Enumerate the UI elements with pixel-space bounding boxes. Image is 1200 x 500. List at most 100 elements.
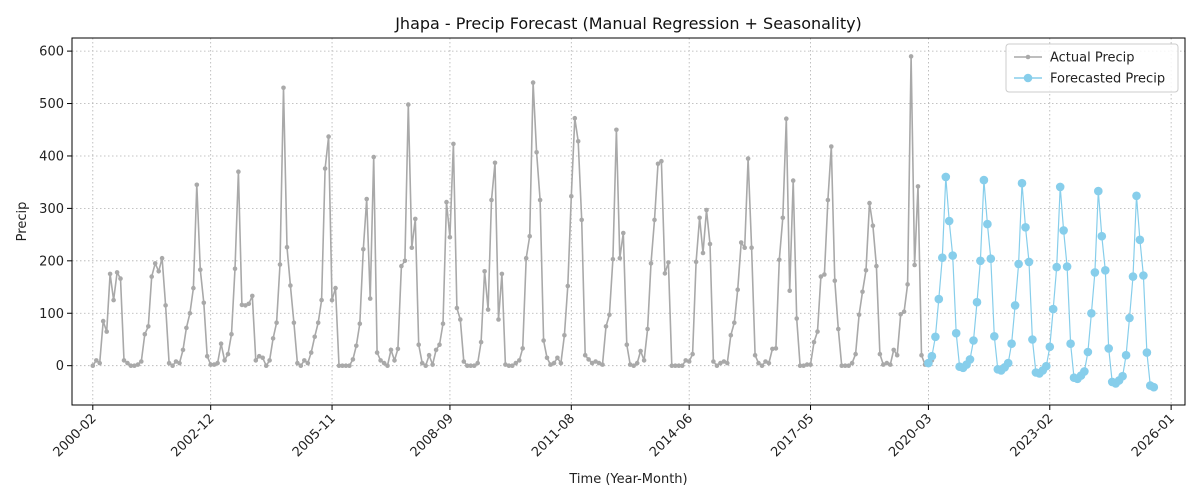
actual-precip-point [770, 346, 775, 352]
actual-precip-point [600, 362, 605, 367]
actual-precip-point [742, 245, 747, 250]
forecasted-precip-point [986, 254, 996, 263]
forecasted-precip-point [1062, 262, 1072, 271]
forecasted-precip-point [1024, 257, 1034, 267]
actual-precip-point [305, 360, 311, 366]
actual-precip-point [551, 360, 557, 366]
actual-precip-point [510, 363, 515, 369]
actual-precip-point [465, 363, 470, 369]
actual-precip-point [152, 261, 158, 266]
actual-precip-point [856, 312, 862, 318]
forecasted-precip-point [1028, 335, 1037, 344]
actual-precip-point [402, 258, 408, 264]
x-axis-title: Time (Year-Month) [568, 472, 687, 487]
forecasted-precip-point [931, 332, 940, 342]
actual-precip-point [718, 360, 723, 366]
actual-precip-point [156, 269, 161, 274]
actual-precip-point [475, 360, 481, 366]
actual-precip-point [842, 363, 848, 369]
forecasted-precip-point [1128, 272, 1138, 281]
actual-precip-point [104, 329, 109, 334]
actual-precip-point [173, 359, 179, 364]
x-tick-label: 2002-12 [168, 411, 217, 460]
actual-precip-point [492, 160, 498, 166]
actual-precip-point [149, 274, 154, 279]
forecasted-precip-point [1149, 382, 1159, 392]
actual-precip-point [295, 360, 300, 366]
forecasted-precip-point [938, 253, 947, 262]
actual-precip-point [846, 363, 851, 369]
actual-precip-point [773, 346, 779, 351]
x-tick-label: 2000-02 [51, 411, 100, 460]
forecasted-precip-point [1042, 361, 1051, 371]
actual-precip-point [246, 301, 252, 307]
actual-precip-point [523, 255, 529, 261]
actual-precip-point [870, 223, 876, 228]
actual-precip-point [513, 360, 519, 366]
actual-precip-point [267, 358, 272, 363]
actual-precip-point [198, 267, 203, 273]
forecasted-precip-point [1090, 268, 1100, 277]
actual-precip-point [191, 285, 196, 291]
actual-precip-point [322, 166, 328, 171]
forecasted-precip-point [934, 294, 944, 304]
actual-precip-point [894, 352, 900, 358]
actual-precip-point [811, 339, 817, 345]
actual-precip-point [777, 257, 782, 263]
actual-precip-point [225, 351, 231, 357]
x-tick-label: 2011-08 [529, 411, 578, 460]
actual-precip-point [610, 256, 616, 262]
actual-precip-point [187, 311, 193, 316]
actual-precip-point [520, 346, 525, 351]
actual-precip-point [444, 199, 449, 205]
actual-precip-point [815, 329, 820, 334]
actual-precip-point [215, 360, 220, 366]
actual-precip-point [340, 363, 345, 369]
actual-precip-point [506, 363, 512, 369]
forecasted-precip-point [1097, 231, 1107, 241]
actual-precip-point [263, 363, 269, 369]
actual-precip-point [333, 285, 338, 291]
actual-precip-point [530, 80, 536, 85]
actual-precip-point [860, 289, 865, 295]
forecasted-precip-point [1142, 348, 1152, 357]
actual-precip-point [256, 353, 262, 359]
actual-precip-point [565, 283, 571, 289]
actual-precip-point [853, 351, 858, 357]
actual-precip-point [135, 362, 141, 367]
forecasted-precip-point [1094, 186, 1103, 196]
forecasted-precip-point [976, 256, 985, 266]
forecasted-precip-point [972, 297, 982, 307]
actual-precip-point [170, 363, 175, 369]
actual-precip-point [97, 360, 102, 366]
actual-precip-point [222, 358, 227, 363]
actual-precip-point [430, 362, 435, 367]
actual-precip-point [284, 244, 290, 250]
actual-precip-point [163, 303, 168, 308]
actual-precip-point [569, 194, 574, 199]
forecasted-precip-point [1118, 371, 1127, 381]
actual-precip-point [468, 363, 474, 369]
actual-precip-point [544, 355, 550, 361]
actual-precip-point [364, 196, 370, 202]
actual-precip-point [912, 262, 917, 268]
actual-precip-point [752, 352, 758, 358]
actual-precip-point [416, 342, 422, 348]
actual-precip-point [132, 363, 137, 369]
actual-precip-point [291, 320, 297, 326]
forecasted-precip-point [1066, 339, 1075, 349]
actual-precip-point [839, 363, 844, 369]
actual-precip-point [354, 343, 359, 349]
forecasted-precip-point [1021, 223, 1030, 232]
actual-precip-point [804, 362, 810, 367]
actual-precip-point [652, 217, 657, 223]
forecasted-precip-point [951, 328, 961, 338]
actual-precip-point [433, 347, 439, 353]
y-tick-label: 300 [39, 202, 64, 217]
actual-precip-point [100, 318, 106, 324]
actual-precip-point [177, 360, 182, 366]
actual-precip-point [818, 274, 824, 279]
actual-precip-point [836, 326, 841, 332]
forecasted-precip-point [1125, 313, 1134, 323]
